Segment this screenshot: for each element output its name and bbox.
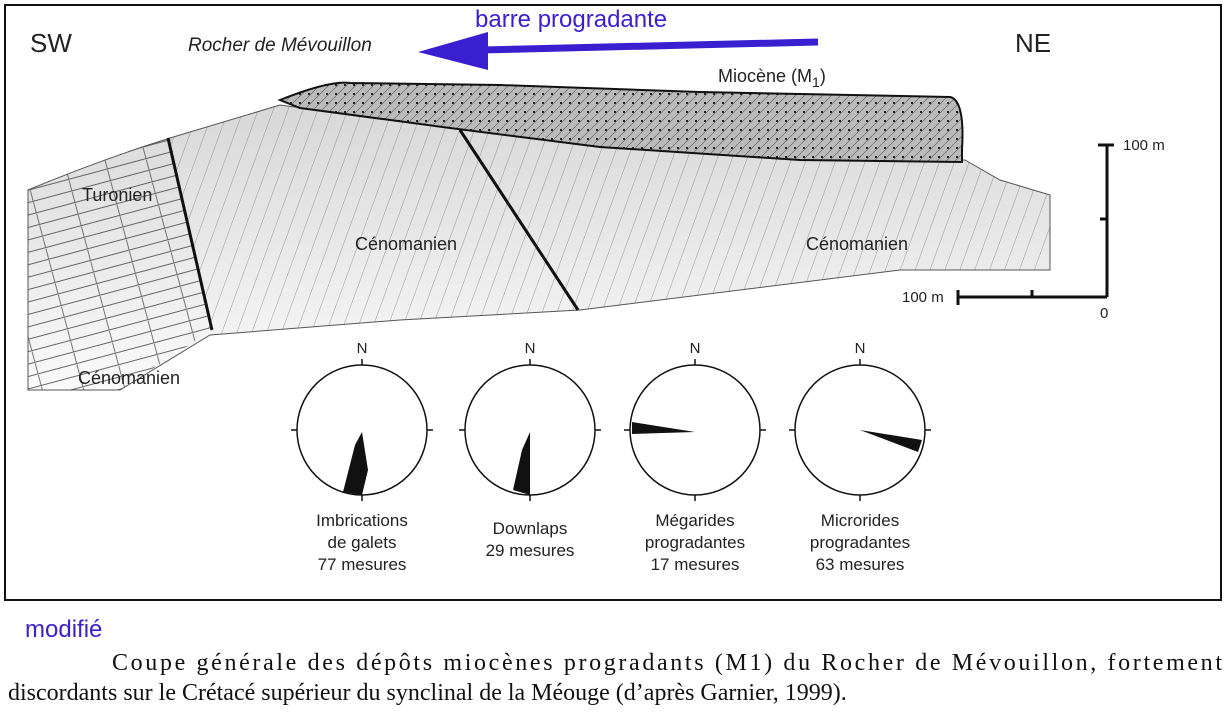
rose-wedge	[343, 432, 368, 495]
ne-label: NE	[1015, 28, 1051, 58]
note: modifié	[25, 616, 102, 643]
rose-north: N	[525, 340, 536, 357]
miocene-subscript: 1	[812, 74, 820, 90]
arrow-label: barre progradante	[475, 6, 667, 33]
rose-caption: progradantes	[810, 533, 910, 552]
scale-bar	[956, 143, 1114, 305]
rose-caption: 77 mesures	[318, 555, 407, 574]
miocene-text: Miocène (M	[718, 66, 812, 86]
rose-north: N	[855, 340, 866, 357]
scale-label: 100 m	[902, 289, 944, 306]
rose-north: N	[357, 340, 368, 357]
rose-north: N	[690, 340, 701, 357]
rose-caption: Downlaps	[493, 519, 568, 538]
rose-caption: progradantes	[645, 533, 745, 552]
scale-label: 0	[1100, 305, 1108, 322]
rose-caption: 17 mesures	[651, 555, 740, 574]
cross-section	[27, 81, 1051, 391]
caption-line: Coupe générale des dépôts miocènes progr…	[112, 650, 1222, 676]
place-label: Rocher de Mévouillon	[188, 35, 372, 56]
arrow	[418, 32, 819, 70]
sw-label: SW	[30, 28, 72, 58]
miocene-label: Miocène (M1)	[718, 66, 826, 90]
rose-caption: Imbrications	[316, 511, 408, 530]
scale-label: 100 m	[1123, 137, 1165, 154]
rose-diagrams: N Imbrications de galets 77 mesures N Downlap…	[291, 340, 931, 574]
rose-caption: 29 mesures	[486, 541, 575, 560]
rose-caption: de galets	[328, 533, 397, 552]
rose-caption: 63 mesures	[816, 555, 905, 574]
miocene-close: )	[820, 66, 826, 86]
unit-label: Turonien	[82, 185, 152, 205]
rose-wedge	[513, 432, 530, 495]
unit-label: Cénomanien	[78, 368, 180, 388]
rose-wedge	[860, 430, 922, 452]
rose-wedge	[632, 422, 695, 434]
rose-caption: Mégarides	[655, 511, 734, 530]
caption-line: discordants sur le Crétacé supérieur du …	[8, 680, 847, 706]
rose-caption: Microrides	[821, 511, 899, 530]
unit-label: Cénomanien	[355, 234, 457, 254]
unit-label: Cénomanien	[806, 234, 908, 254]
